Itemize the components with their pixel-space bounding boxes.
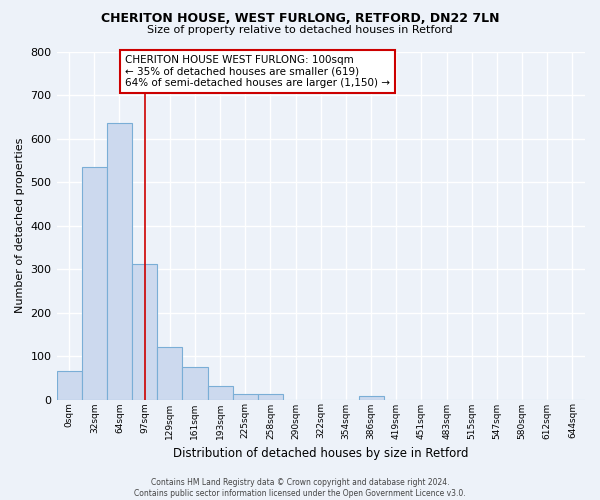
Bar	[132, 264, 157, 400]
Text: CHERITON HOUSE, WEST FURLONG, RETFORD, DN22 7LN: CHERITON HOUSE, WEST FURLONG, RETFORD, D…	[101, 12, 499, 26]
Bar	[107, 124, 132, 400]
Bar	[233, 394, 258, 400]
Bar	[56, 371, 82, 400]
Bar	[182, 367, 208, 400]
Text: Contains HM Land Registry data © Crown copyright and database right 2024.
Contai: Contains HM Land Registry data © Crown c…	[134, 478, 466, 498]
Bar	[82, 167, 107, 400]
Bar	[258, 394, 283, 400]
X-axis label: Distribution of detached houses by size in Retford: Distribution of detached houses by size …	[173, 447, 469, 460]
Text: Size of property relative to detached houses in Retford: Size of property relative to detached ho…	[147, 25, 453, 35]
Bar	[157, 348, 182, 400]
Text: CHERITON HOUSE WEST FURLONG: 100sqm
← 35% of detached houses are smaller (619)
6: CHERITON HOUSE WEST FURLONG: 100sqm ← 35…	[125, 55, 390, 88]
Bar	[359, 396, 383, 400]
Bar	[208, 386, 233, 400]
Y-axis label: Number of detached properties: Number of detached properties	[15, 138, 25, 313]
